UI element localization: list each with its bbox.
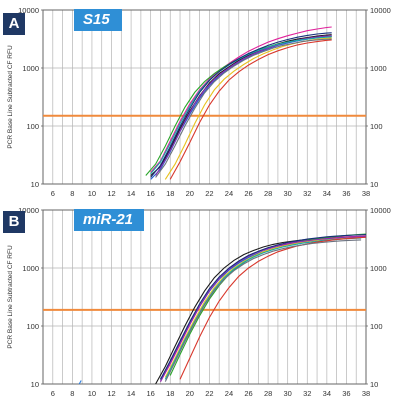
chart-1-y-tick-label-right: 10 bbox=[370, 380, 378, 389]
chart-1-x-tick-label: 10 bbox=[88, 389, 96, 398]
chart-1-x-tick-label: 18 bbox=[166, 389, 174, 398]
panel-a: 6 8 10 12 14 16 18 20 22 24 26 28 30 32 34 36 38 10 10 100 1… bbox=[3, 6, 391, 198]
chart-1-series-line-8 bbox=[164, 239, 362, 382]
chart-1-y-tick-label-left: 10000 bbox=[18, 206, 39, 215]
chart-1-x-tick-label: 20 bbox=[186, 389, 194, 398]
chart-1-y-axis-label: PCR Base Line Subtracted CF RFU bbox=[7, 245, 14, 349]
chart-0-x-tick-label: 24 bbox=[225, 189, 233, 198]
chart-0-x-tick-label: 32 bbox=[303, 189, 311, 198]
chart-0-x-tick-label: 22 bbox=[205, 189, 213, 198]
chart-0-x-tick-label: 26 bbox=[244, 189, 252, 198]
gene-label-a: S15 bbox=[74, 9, 122, 31]
chart-0-x-tick-label: 14 bbox=[127, 189, 135, 198]
chart-1-y-tick-label-left: 10 bbox=[31, 380, 39, 389]
chart-0-y-tick-label-left: 10000 bbox=[18, 6, 39, 15]
chart-0-series-line-0 bbox=[150, 34, 332, 176]
chart-0-y-axis-label: PCR Base Line Subtracted CF RFU bbox=[7, 45, 14, 149]
chart-1-x-tick-label: 6 bbox=[51, 389, 55, 398]
chart-1-series-line-10 bbox=[78, 380, 82, 385]
chart-0-x-tick-label: 38 bbox=[362, 189, 370, 198]
chart-0-x-tick-label: 10 bbox=[88, 189, 96, 198]
chart-1-x-tick-label: 14 bbox=[127, 389, 135, 398]
chart-0-series-line-1 bbox=[150, 26, 332, 173]
chart-0-y-tick-label-right: 10 bbox=[370, 180, 378, 189]
chart-0-y-tick-label-left: 10 bbox=[31, 180, 39, 189]
chart-1-y-tick-label-left: 100 bbox=[26, 322, 39, 331]
chart-0-series-line-5 bbox=[155, 35, 332, 176]
chart-0-x-tick-label: 20 bbox=[186, 189, 194, 198]
chart-0-series-line-6 bbox=[150, 36, 332, 175]
panel-letter-b: B bbox=[3, 211, 25, 233]
chart-0-x-tick-label: 16 bbox=[146, 189, 154, 198]
chart-1-x-tick-label: 32 bbox=[303, 389, 311, 398]
chart-0-plot-frame bbox=[42, 9, 367, 185]
chart-0-x-tick-label: 28 bbox=[264, 189, 272, 198]
chart-1-y-tick-label-right: 100 bbox=[370, 322, 383, 331]
chart-0-x-tick-label: 34 bbox=[323, 189, 331, 198]
chart-1-y-tick-label-right: 1000 bbox=[370, 264, 387, 273]
chart-0-x-tick-label: 36 bbox=[342, 189, 350, 198]
chart-0-y-tick-label-right: 1000 bbox=[370, 64, 387, 73]
chart-1-x-tick-label: 12 bbox=[107, 389, 115, 398]
chart-0-x-tick-label: 8 bbox=[70, 189, 74, 198]
chart-1-x-tick-label: 22 bbox=[205, 389, 213, 398]
chart-1-x-tick-label: 16 bbox=[146, 389, 154, 398]
chart-0-series-line-7 bbox=[169, 39, 332, 180]
chart-0-y-tick-label-right: 10000 bbox=[370, 6, 391, 15]
panel-b: 6 8 10 12 14 16 18 20 22 24 26 28 30 32 34 36 38 10 10 100 1… bbox=[0, 200, 401, 400]
chart-0-x-tick-label: 12 bbox=[107, 189, 115, 198]
chart-1-x-tick-label: 34 bbox=[323, 389, 331, 398]
chart-1-x-tick-label: 8 bbox=[70, 389, 74, 398]
chart-1-x-tick-label: 38 bbox=[362, 389, 370, 398]
chart-0-x-tick-label: 18 bbox=[166, 189, 174, 198]
chart-1-x-tick-label: 30 bbox=[284, 389, 292, 398]
chart-1-x-tick-label: 28 bbox=[264, 389, 272, 398]
chart-0-series-line-9 bbox=[150, 32, 332, 178]
chart-0-y-tick-label-right: 100 bbox=[370, 122, 383, 131]
chart-0-x-tick-label: 30 bbox=[284, 189, 292, 198]
gene-label-b: miR-21 bbox=[74, 209, 144, 231]
chart-1-x-tick-label: 36 bbox=[342, 389, 350, 398]
chart-1-y-tick-label-right: 10000 bbox=[370, 206, 391, 215]
panel-letter-a: A bbox=[3, 13, 25, 35]
chart-0-y-tick-label-left: 1000 bbox=[22, 64, 39, 73]
chart-0-series-line-8 bbox=[155, 38, 332, 178]
chart-1-x-tick-label: 24 bbox=[225, 389, 233, 398]
chart-1-y-tick-label-left: 1000 bbox=[22, 264, 39, 273]
chart-0-y-tick-label-left: 100 bbox=[26, 122, 39, 131]
chart-1-series-line-9 bbox=[160, 234, 367, 380]
chart-1-plot-frame bbox=[42, 209, 367, 385]
chart-0-x-tick-label: 6 bbox=[51, 189, 55, 198]
chart-1-x-tick-label: 26 bbox=[244, 389, 252, 398]
chart-1-series-line-7 bbox=[179, 236, 367, 380]
chart-1-series-line-5 bbox=[160, 235, 367, 382]
